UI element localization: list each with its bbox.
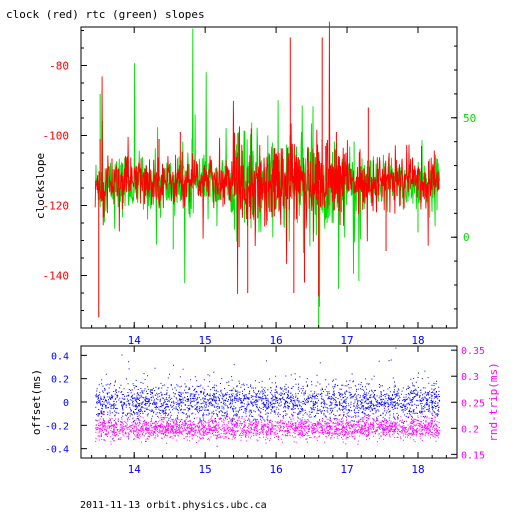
top-x-tick-label: 15 <box>199 334 212 347</box>
bottom-y-tick-label: -0.2 <box>45 421 69 432</box>
scatter-points-offset <box>95 347 441 447</box>
bottom-series-group <box>95 347 441 447</box>
top-x-tick-label: 18 <box>411 334 424 347</box>
series-line-clock <box>94 21 440 294</box>
bottom-axes-group: 14 15 16 17 18 0.4 0.2 0 -0.2 -0.4 0.35 0.3 0.25 0.2 0… <box>45 346 485 476</box>
top-y2-tick-label: 50 <box>463 112 476 125</box>
top-y-tick-label: -140 <box>43 270 70 283</box>
top-y-tick-label: -100 <box>43 130 70 143</box>
footer-caption: 2011-11-13 orbit.physics.ubc.ca <box>80 500 267 511</box>
bottom-y2-axis-label: rnd-trip(ms) <box>487 362 500 441</box>
top-y-axis-label: clockslope <box>34 153 47 219</box>
bottom-y-tick-label: -0.4 <box>45 445 69 456</box>
scatter-points-rnd-trip <box>95 407 441 445</box>
bottom-y-axis-label: offset(ms) <box>30 369 43 435</box>
bottom-y-tick-label: 0.2 <box>51 375 69 386</box>
top-series-group <box>94 21 440 328</box>
bottom-y2-tick-label: 0.15 <box>461 450 485 461</box>
bottom-y-tick-label: 0 <box>63 398 69 409</box>
top-y-tick-label: -80 <box>49 60 69 73</box>
chart-title: clock (red) rtc (green) slopes <box>6 8 205 21</box>
top-y2-tick-label: 0 <box>463 231 470 244</box>
bottom-x-tick-label: 15 <box>199 463 212 476</box>
bottom-y2-tick-label: 0.35 <box>461 346 485 357</box>
top-axes-group: 14 15 16 17 18 -80 -100 -120 -140 50 0 <box>43 27 476 347</box>
top-plot-frame <box>80 26 458 329</box>
bottom-x-tick-label: 16 <box>269 463 282 476</box>
bottom-y2-tick-label: 0.25 <box>461 398 485 409</box>
top-x-tick-label: 17 <box>340 334 353 347</box>
top-x-tick-label: 16 <box>269 334 282 347</box>
bottom-x-tick-label: 17 <box>340 463 353 476</box>
top-y-tick-label: -120 <box>43 200 70 213</box>
bottom-x-tick-label: 14 <box>128 463 142 476</box>
top-x-tick-label: 14 <box>128 334 142 347</box>
bottom-x-tick-label: 18 <box>411 463 424 476</box>
bottom-y2-tick-label: 0.2 <box>461 424 479 435</box>
bottom-y-tick-label: 0.4 <box>51 351 69 362</box>
bottom-y2-tick-label: 0.3 <box>461 372 479 383</box>
